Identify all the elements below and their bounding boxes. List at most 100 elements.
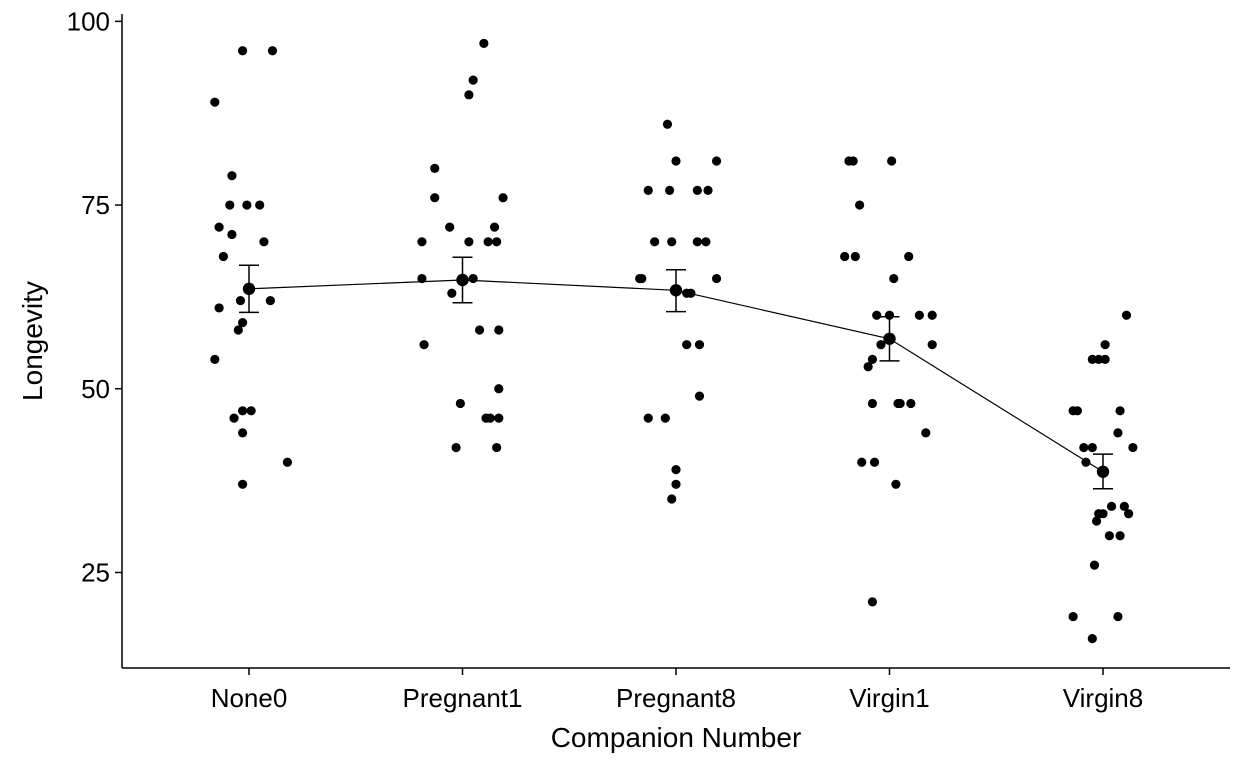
data-point: [494, 384, 504, 394]
data-point: [485, 413, 495, 423]
data-point: [445, 222, 455, 232]
data-point: [927, 310, 937, 320]
mean-point: [456, 273, 469, 287]
data-point: [921, 428, 931, 438]
data-point: [227, 229, 237, 240]
y-tick-label: 75: [81, 190, 110, 220]
data-point: [267, 46, 278, 56]
data-point: [494, 413, 504, 423]
data-point: [682, 340, 692, 350]
data-point: [282, 457, 293, 467]
data-point: [1121, 310, 1132, 320]
data-point: [1068, 611, 1078, 622]
data-point: [1087, 442, 1097, 453]
data-point: [259, 237, 269, 247]
data-point: [889, 273, 899, 284]
x-tick-label: None0: [211, 683, 288, 713]
x-tick-label: Pregnant8: [616, 683, 736, 713]
data-point: [701, 237, 711, 247]
data-point: [1087, 634, 1097, 644]
data-point: [430, 163, 440, 173]
data-point: [867, 597, 878, 607]
data-point: [1079, 442, 1089, 453]
data-point: [255, 200, 265, 210]
data-point: [1104, 531, 1115, 541]
data-point: [872, 310, 882, 320]
data-point: [498, 193, 508, 203]
y-tick-label: 100: [67, 6, 110, 36]
data-point: [1098, 509, 1108, 519]
data-point: [246, 406, 256, 416]
x-tick-label: Virgin1: [849, 683, 929, 713]
data-point: [692, 237, 702, 247]
data-point: [895, 398, 905, 409]
data-point: [227, 171, 237, 181]
data-point: [233, 325, 243, 335]
data-point: [1124, 509, 1134, 519]
y-tick-label: 25: [81, 557, 110, 587]
data-point: [237, 318, 248, 328]
data-point: [904, 251, 914, 262]
data-point: [671, 156, 681, 166]
data-point: [242, 200, 252, 210]
data-point: [703, 185, 713, 195]
data-point: [417, 273, 427, 284]
data-point: [474, 325, 485, 335]
data-point: [660, 413, 670, 423]
data-point: [1089, 560, 1100, 570]
data-point: [1115, 531, 1125, 541]
data-point: [891, 479, 901, 489]
data-point: [667, 494, 677, 504]
data-point: [1087, 354, 1097, 364]
mean-point: [1096, 465, 1110, 478]
data-point: [1119, 501, 1129, 511]
data-point: [214, 303, 224, 313]
data-point: [1091, 516, 1102, 526]
data-point: [419, 340, 429, 350]
data-point: [869, 457, 880, 467]
data-point: [1094, 354, 1104, 364]
data-point: [214, 222, 224, 232]
data-point: [237, 428, 248, 438]
data-point: [265, 295, 275, 306]
y-axis-ticks: 25 50 75 100: [67, 6, 122, 587]
mean-point: [669, 284, 683, 297]
data-point: [863, 362, 873, 372]
data-points: [210, 38, 1138, 644]
data-point: [1115, 406, 1125, 416]
mean-point: [883, 332, 896, 345]
data-point: [643, 413, 653, 423]
data-point: [884, 310, 895, 320]
data-point: [1072, 406, 1082, 416]
data-point: [464, 237, 474, 247]
data-point: [417, 237, 427, 247]
x-axis-ticks: None0 Pregnant1 Pregnant8 Virgin1 Virgin8: [211, 668, 1143, 713]
mean-point: [242, 282, 256, 296]
data-point: [906, 398, 916, 409]
data-point: [1128, 442, 1138, 453]
data-point: [1113, 611, 1123, 622]
x-axis-title: Companion Number: [551, 722, 802, 753]
data-point: [848, 156, 858, 166]
data-point: [662, 119, 673, 129]
data-point: [711, 273, 722, 284]
data-point: [451, 442, 461, 453]
data-point: [235, 295, 246, 306]
data-point: [237, 479, 248, 489]
data-point: [694, 391, 705, 401]
x-tick-label: Virgin8: [1063, 683, 1143, 713]
data-point: [855, 200, 865, 210]
data-point: [694, 340, 705, 350]
data-point: [1100, 354, 1110, 364]
data-point: [479, 38, 489, 48]
data-point: [650, 237, 660, 247]
data-point: [468, 273, 478, 284]
data-point: [637, 273, 647, 284]
data-point: [468, 75, 478, 85]
data-point: [867, 398, 878, 409]
x-tick-label: Pregnant1: [403, 683, 523, 713]
data-point: [1106, 501, 1117, 511]
data-point: [840, 251, 850, 262]
data-point: [430, 193, 440, 203]
